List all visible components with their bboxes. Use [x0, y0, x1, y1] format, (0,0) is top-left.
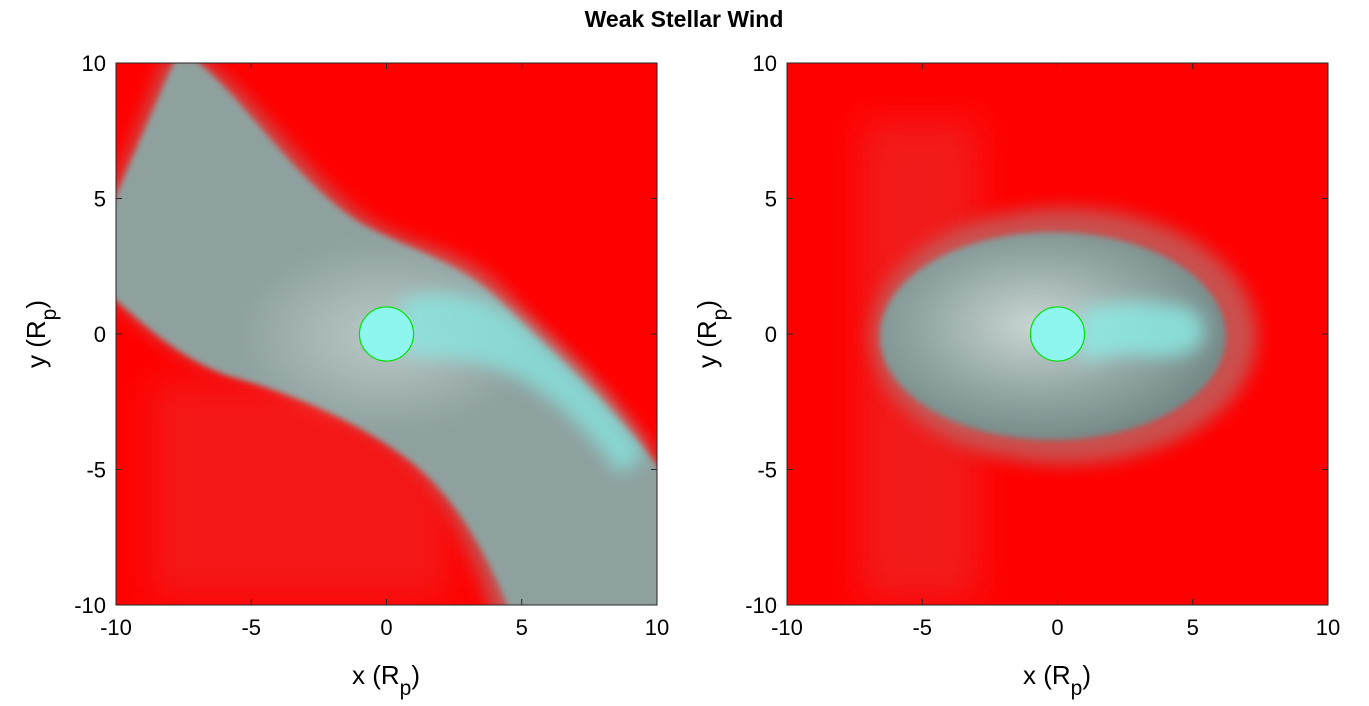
right-ylabel: y (Rp): [692, 300, 732, 368]
right-xtick-label: -10: [771, 615, 803, 640]
left-planet: [358, 306, 415, 362]
left-ytick-label: -10: [74, 593, 106, 618]
right-ytick-label: -5: [757, 458, 777, 483]
left-xtick-label: 10: [645, 615, 669, 640]
right-dense-tail: [1080, 301, 1204, 362]
right-ticks: -10 -5 0 5 10 -10 -5 0 5 10: [745, 51, 1340, 640]
right-plot-area: [787, 63, 1328, 605]
left-ytick-label: 10: [82, 51, 106, 76]
right-xlabel: x (Rp): [1023, 660, 1091, 700]
right-ytick-label: 10: [753, 51, 777, 76]
left-ytick-label: -5: [86, 458, 106, 483]
left-dense-stream: [400, 293, 645, 475]
left-xtick-label: -10: [100, 615, 132, 640]
right-xtick-label: -5: [912, 615, 932, 640]
right-ytick-label: 5: [765, 187, 777, 212]
left-xtick-label: 0: [380, 615, 392, 640]
right-xtick-label: 10: [1316, 615, 1340, 640]
right-ytick-label: -10: [745, 593, 777, 618]
right-planet: [1029, 306, 1086, 362]
left-ticks: -10 -5 0 5 10 -10 -5 0 5 10: [74, 51, 669, 640]
left-ytick-label: 0: [94, 322, 106, 347]
left-plot-area: [116, 63, 657, 605]
left-xtick-label: -5: [241, 615, 261, 640]
left-xtick-label: 5: [516, 615, 528, 640]
right-xtick-label: 5: [1187, 615, 1199, 640]
left-ylabel: y (Rp): [21, 300, 61, 368]
right-ytick-label: 0: [765, 322, 777, 347]
left-xlabel: x (Rp): [352, 660, 420, 700]
right-xtick-label: 0: [1051, 615, 1063, 640]
left-ytick-label: 5: [94, 187, 106, 212]
left-panel: -10 -5 0 5 10 -10 -5 0 5 10 x (Rp) y (Rp): [21, 51, 669, 700]
figure-title: Weak Stellar Wind: [585, 6, 784, 32]
right-panel: -10 -5 0 5 10 -10 -5 0 5 10 x (Rp) y (Rp): [692, 51, 1340, 700]
